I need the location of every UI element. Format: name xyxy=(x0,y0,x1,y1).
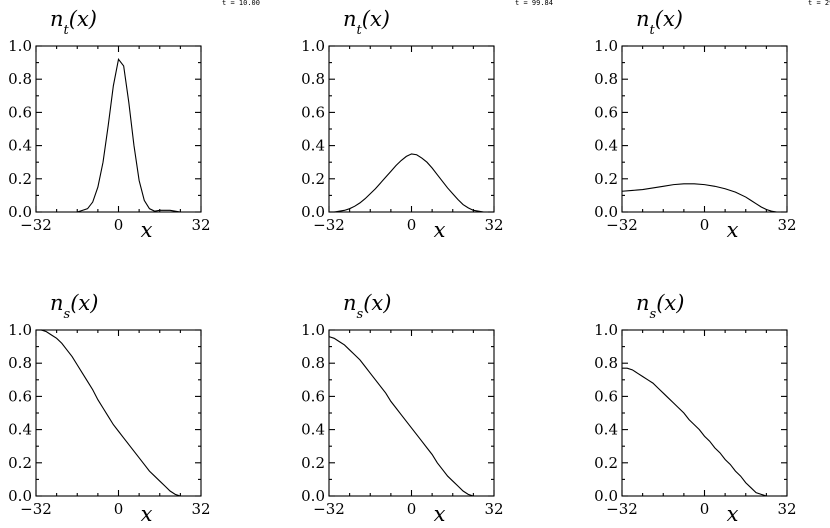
x-tick-label: 32 xyxy=(484,500,503,518)
y-axis-label: nt(x) xyxy=(50,7,97,38)
series-line xyxy=(36,57,181,213)
plot-frame xyxy=(621,329,788,497)
x-tick-label: 0 xyxy=(700,216,710,234)
x-tick-label: −32 xyxy=(313,500,345,518)
chart-panel: 0.0 0.2 0.4 0.6 0.8 1.0 −32 0 32 x nt(x) t = 99.84 xyxy=(301,0,553,242)
chart-title: t = 99.84 xyxy=(515,0,553,7)
y-axis-label: ns(x) xyxy=(343,291,391,322)
y-tick-label: 1.0 xyxy=(594,37,618,55)
y-tick-label: 0.0 xyxy=(8,487,32,505)
y-tick-label: 0.0 xyxy=(594,487,618,505)
y-tick-label: 1.0 xyxy=(301,37,325,55)
y-tick-label: 0.2 xyxy=(8,454,32,472)
x-tick-label: 32 xyxy=(191,500,210,518)
chart-panel: 0.0 0.2 0.4 0.6 0.8 1.0 −32 0 32 x nt(x) t = 10.00 xyxy=(8,0,260,242)
x-tick-label: 32 xyxy=(777,500,796,518)
y-axis-label: nt(x) xyxy=(636,7,683,38)
y-tick-label: 0.0 xyxy=(594,203,618,221)
y-tick-label: 0.6 xyxy=(594,103,618,121)
x-tick-label: −32 xyxy=(20,216,52,234)
x-axis-label: x xyxy=(141,502,153,526)
x-axis-label: x xyxy=(434,218,446,242)
plot-frame xyxy=(35,329,202,497)
x-tick-label: 0 xyxy=(700,500,710,518)
x-tick-label: −32 xyxy=(313,216,345,234)
y-tick-label: 0.8 xyxy=(301,70,325,88)
y-tick-label: 0.6 xyxy=(594,387,618,405)
x-tick-label: 32 xyxy=(484,216,503,234)
x-tick-label: −32 xyxy=(606,216,638,234)
y-tick-label: 0.2 xyxy=(594,454,618,472)
series-line xyxy=(328,336,494,497)
y-tick-label: 0.8 xyxy=(594,70,618,88)
x-tick-label: 32 xyxy=(191,216,210,234)
plot-frame xyxy=(328,329,495,497)
y-tick-label: 0.4 xyxy=(301,421,325,439)
y-tick-label: 0.4 xyxy=(8,137,32,155)
x-tick-label: 0 xyxy=(114,500,124,518)
plot-frame xyxy=(621,45,788,213)
y-tick-label: 0.2 xyxy=(301,170,325,188)
y-tick-label: 0.8 xyxy=(301,354,325,372)
series-line xyxy=(622,367,787,497)
plot-frame xyxy=(328,45,495,213)
series-line xyxy=(334,153,489,213)
y-tick-label: 0.8 xyxy=(8,354,32,372)
y-tick-label: 0.0 xyxy=(8,203,32,221)
y-tick-label: 1.0 xyxy=(301,321,325,339)
y-tick-label: 0.2 xyxy=(301,454,325,472)
x-tick-label: 32 xyxy=(777,216,796,234)
y-tick-label: 0.6 xyxy=(301,387,325,405)
y-tick-label: 0.4 xyxy=(8,421,32,439)
y-tick-label: 0.4 xyxy=(594,421,618,439)
series-line xyxy=(36,329,201,497)
y-tick-label: 0.0 xyxy=(301,487,325,505)
y-tick-label: 0.4 xyxy=(301,137,325,155)
y-tick-label: 0.4 xyxy=(594,137,618,155)
x-axis-label: x xyxy=(727,218,739,242)
chart-panel: 0.0 0.2 0.4 0.6 0.8 1.0 −32 0 32 x nt(x) t = 299.5 xyxy=(594,0,830,242)
chart-panel: 0.0 0.2 0.4 0.6 0.8 1.0 −32 0 32 x ns(x) xyxy=(8,291,210,526)
x-axis-label: x xyxy=(434,502,446,526)
x-tick-label: −32 xyxy=(606,500,638,518)
y-tick-label: 0.2 xyxy=(594,170,618,188)
y-tick-label: 0.0 xyxy=(301,203,325,221)
y-tick-label: 0.2 xyxy=(8,170,32,188)
x-axis-label: x xyxy=(727,502,739,526)
y-tick-label: 1.0 xyxy=(594,321,618,339)
chart-panel: 0.0 0.2 0.4 0.6 0.8 1.0 −32 0 32 x ns(x) xyxy=(301,291,503,526)
series-line xyxy=(621,183,777,213)
x-tick-label: 0 xyxy=(114,216,124,234)
y-tick-label: 0.8 xyxy=(8,70,32,88)
plot-frame xyxy=(35,45,202,213)
chart-title: t = 299.5 xyxy=(808,0,830,7)
y-axis-label: ns(x) xyxy=(636,291,684,322)
x-tick-label: 0 xyxy=(407,216,417,234)
y-axis-label: ns(x) xyxy=(50,291,98,322)
y-tick-label: 0.6 xyxy=(8,103,32,121)
x-tick-label: −32 xyxy=(20,500,52,518)
chart-panel: 0.0 0.2 0.4 0.6 0.8 1.0 −32 0 32 x ns(x) xyxy=(594,291,796,526)
y-tick-label: 0.6 xyxy=(301,103,325,121)
y-tick-label: 1.0 xyxy=(8,321,32,339)
y-tick-label: 0.8 xyxy=(594,354,618,372)
x-tick-label: 0 xyxy=(407,500,417,518)
y-tick-label: 1.0 xyxy=(8,37,32,55)
y-axis-label: nt(x) xyxy=(343,7,390,38)
y-tick-label: 0.6 xyxy=(8,387,32,405)
chart-title: t = 10.00 xyxy=(222,0,260,7)
x-axis-label: x xyxy=(141,218,153,242)
